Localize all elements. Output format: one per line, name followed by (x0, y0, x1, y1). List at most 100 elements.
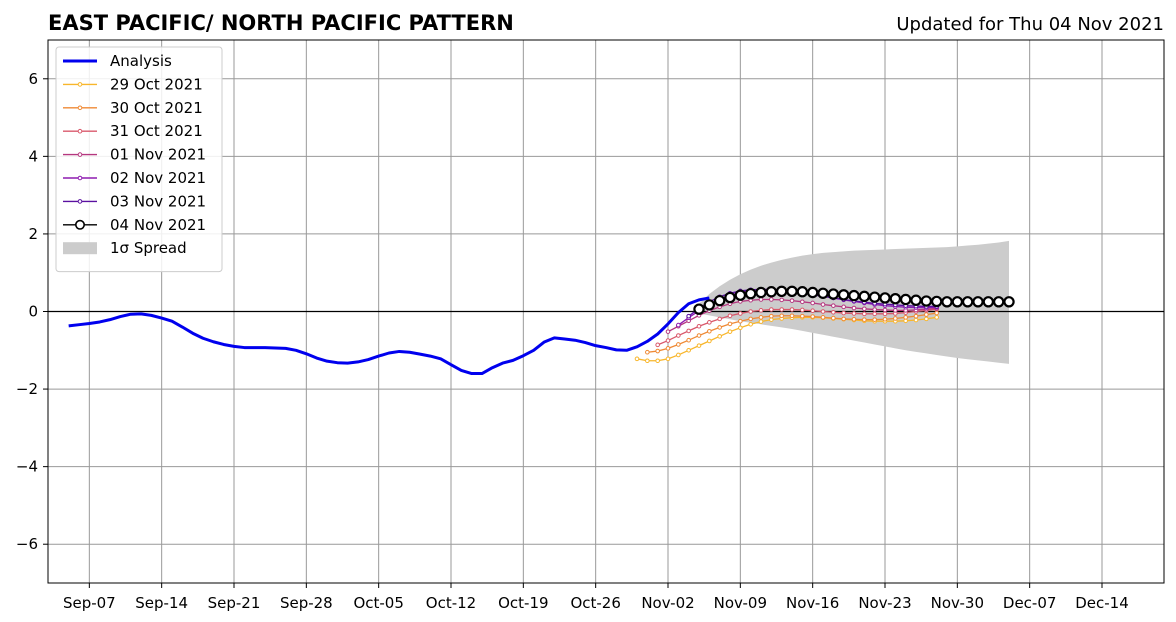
forecast-point (831, 303, 836, 308)
forecast-point (893, 316, 898, 321)
forecast-point (693, 303, 705, 315)
x-tick-label: Oct-26 (570, 594, 620, 612)
forecast-point (748, 316, 753, 322)
forecast-point (851, 311, 857, 316)
forecast-point (676, 333, 681, 338)
x-tick-label: Nov-23 (858, 594, 911, 612)
forecast-point (779, 307, 784, 312)
forecast-point (796, 286, 809, 298)
legend-label: 04 Nov 2021 (110, 216, 206, 234)
forecast-point (1003, 296, 1015, 308)
forecast-point (882, 307, 888, 313)
forecast-point (882, 311, 888, 317)
forecast-point (889, 293, 902, 305)
x-tick-label: Oct-05 (353, 594, 403, 612)
x-tick-label: Nov-16 (786, 594, 839, 612)
forecast-point (738, 325, 743, 331)
x-tick-label: Dec-14 (1075, 594, 1129, 612)
forecast-point (645, 349, 650, 355)
forecast-point (665, 329, 671, 334)
forecast-point (972, 296, 984, 308)
forecast-point (686, 337, 691, 343)
x-tick-label: Nov-30 (931, 594, 984, 612)
forecast-point (696, 323, 702, 329)
y-tick-label: 6 (28, 70, 38, 88)
legend-label: 1σ Spread (110, 239, 187, 257)
forecast-point (717, 334, 722, 339)
legend-spread-swatch (63, 242, 97, 255)
x-tick-label: Oct-12 (426, 594, 476, 612)
analysis-layer (68, 296, 710, 376)
forecast-point (738, 318, 743, 324)
forecast-point (758, 319, 764, 324)
forecast-point (769, 297, 774, 302)
forecast-point (789, 307, 795, 312)
forecast-point (748, 321, 753, 327)
forecast-point (734, 289, 747, 301)
axes: −6 −4 −2 0 2 4 6 Sep-07 Sep-14 Sep-21 Sep-28 Oct-05… (16, 70, 1129, 612)
chart-subtitle: Updated for Thu 04 Nov 2021 (896, 14, 1164, 35)
forecast-point (872, 307, 877, 312)
x-tick-label: Sep-21 (208, 594, 261, 612)
forecast-point (769, 307, 774, 312)
forecast-point (982, 296, 995, 308)
legend-marker (77, 82, 83, 87)
x-tick-label: Sep-14 (135, 594, 188, 612)
legend-marker (77, 152, 83, 157)
legend-entry-02-nov-2021: 02 Nov 2021 (63, 169, 206, 187)
forecast-point (837, 289, 850, 301)
legend-entry-04-nov-2021: 04 Nov 2021 (63, 216, 206, 234)
forecast-point (806, 286, 819, 299)
legend-entry-analysis: Analysis (63, 52, 172, 70)
forecast-point (841, 316, 846, 322)
forecast-point (841, 304, 846, 310)
legend-entry-30-oct-2021: 30 Oct 2021 (63, 99, 203, 117)
forecast-point (913, 317, 919, 323)
forecast-point (800, 313, 805, 319)
forecast-point (769, 313, 774, 319)
forecast-point (827, 288, 840, 300)
forecast-point (800, 307, 805, 313)
y-tick-label: 2 (28, 225, 38, 243)
legend-marker (77, 199, 83, 204)
forecast-point (810, 300, 815, 306)
forecast-point (727, 313, 733, 319)
forecast-point (717, 316, 722, 322)
y-tick-label: −6 (16, 535, 38, 553)
forecast-point (882, 316, 888, 322)
forecast-point (724, 291, 736, 304)
forecast-point (634, 356, 640, 362)
forecast-point (655, 342, 660, 348)
forecast-point (686, 313, 691, 319)
forecast-point (941, 296, 953, 308)
forecast-point (913, 313, 919, 319)
forecast-point (924, 312, 929, 317)
legend-label: 30 Oct 2021 (110, 99, 203, 117)
x-tick-label: Oct-19 (498, 594, 548, 612)
forecast-point (786, 285, 798, 298)
forecast-point (789, 298, 795, 303)
forecast-point (707, 328, 712, 334)
forecast-point (748, 309, 753, 314)
forecast-point (831, 315, 836, 321)
y-tick-label: 4 (28, 147, 38, 165)
legend-marker (77, 128, 83, 134)
legend-entry-01-nov-2021: 01 Nov 2021 (63, 146, 206, 164)
legend-label: 31 Oct 2021 (110, 122, 203, 140)
forecast-point (862, 317, 867, 322)
forecast-point (744, 287, 757, 300)
forecast-point (789, 313, 795, 319)
x-tick-label: Sep-28 (280, 594, 333, 612)
legend-marker (77, 175, 83, 181)
forecast-point (851, 316, 857, 322)
legend-box (55, 46, 223, 273)
forecast-point (665, 346, 671, 351)
forecast-point (831, 309, 836, 315)
forecast-point (665, 356, 671, 362)
forecast-point (779, 313, 784, 319)
forecast-point (800, 299, 805, 305)
forecast-point (665, 338, 671, 343)
analysis-line (68, 296, 710, 376)
legend-entry-1-spread: 1σ Spread (63, 239, 187, 257)
forecast-point (872, 311, 877, 317)
